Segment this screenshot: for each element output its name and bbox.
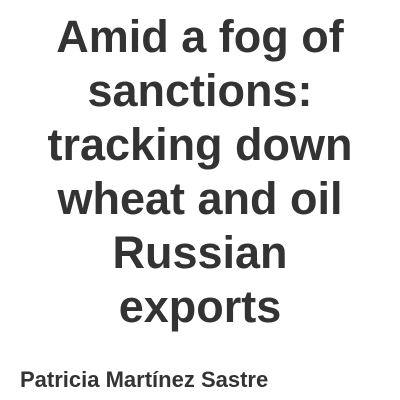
title-line: wheat and oil bbox=[57, 173, 343, 224]
title-line: tracking down bbox=[47, 119, 353, 170]
title-line: Russian bbox=[112, 227, 288, 278]
page-title: Amid a fog of sanctions: tracking down w… bbox=[0, 10, 400, 334]
title-line: sanctions: bbox=[87, 65, 313, 116]
author-name: Patricia Martínez Sastre bbox=[20, 367, 269, 392]
title-line: Amid a fog of bbox=[56, 11, 344, 62]
title-line: exports bbox=[118, 281, 282, 332]
